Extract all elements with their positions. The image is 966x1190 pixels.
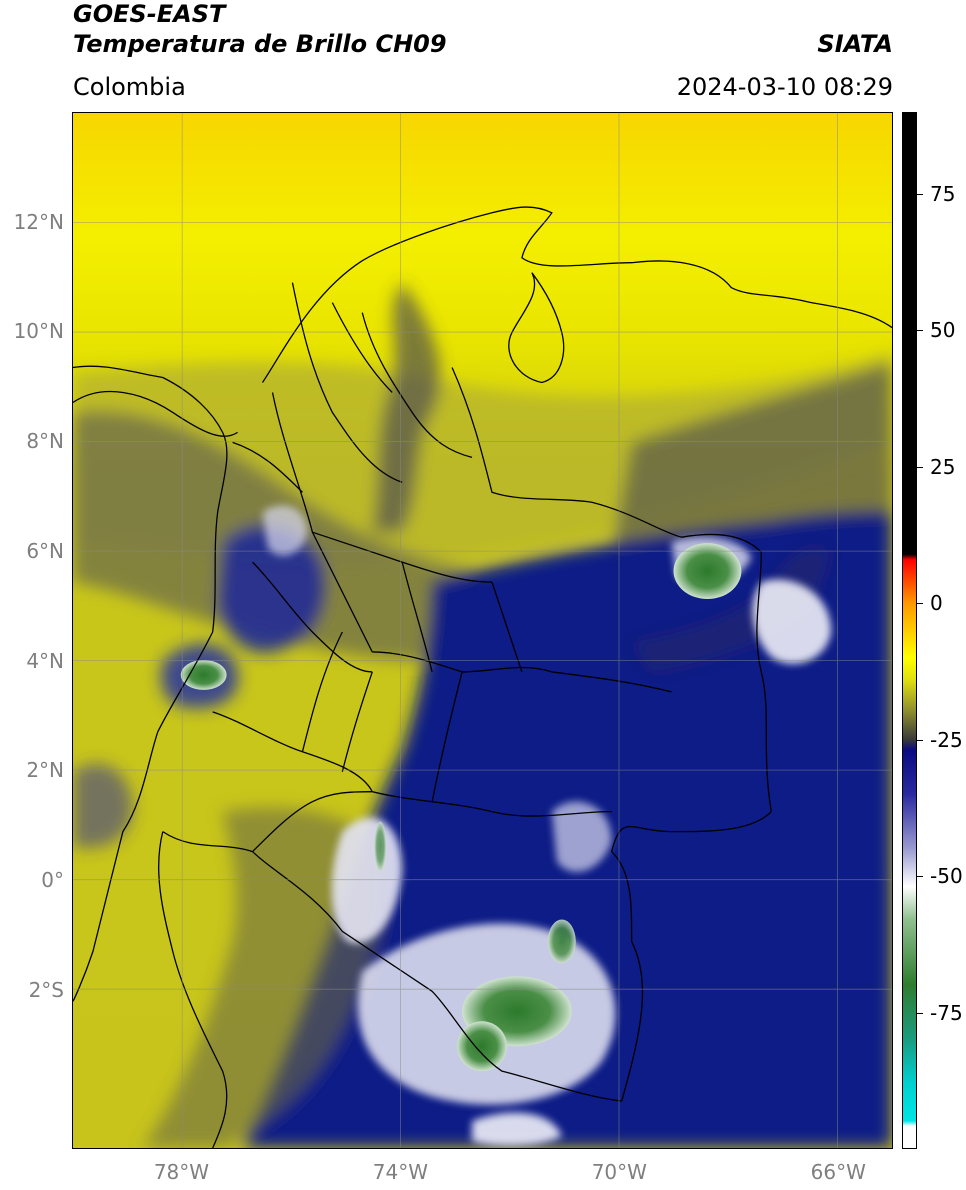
colorbar-tick-label: -50 [930, 864, 963, 889]
lat-tick-label: 2°N [26, 758, 64, 783]
colorbar-tick-mark [917, 330, 923, 332]
satellite-map[interactable] [72, 112, 893, 1149]
lat-tick-label: 8°N [26, 429, 64, 454]
lat-tick-label: 2°S [28, 977, 64, 1002]
colorbar-tick-mark [917, 193, 923, 195]
colorbar-tick-label: 75 [930, 181, 956, 206]
colorbar-tick-label: 0 [930, 591, 943, 616]
colorbar-tick-mark [917, 1012, 923, 1014]
coldest-cores [180, 543, 742, 1072]
agency-label: SIATA [817, 30, 893, 58]
lon-tick-label: 66°W [810, 1160, 866, 1184]
borders [73, 206, 892, 1148]
colorbar-tick-mark [917, 876, 923, 878]
lon-tick-label: 74°W [372, 1160, 429, 1184]
title-product: Temperatura de Brillo CH09 [73, 30, 447, 58]
lat-tick-label: 4°N [26, 648, 64, 673]
datetime-label: 2024-03-10 08:29 [676, 73, 893, 101]
grid-lines [73, 113, 892, 1148]
colorbar-tick-label: -25 [930, 727, 963, 752]
colorbar-tick-label: 50 [930, 318, 956, 343]
colorbar-tick-mark [917, 603, 923, 605]
title-satellite: GOES-EAST [73, 0, 226, 28]
colorbar-tick-mark [917, 466, 923, 468]
lon-tick-label: 78°W [153, 1160, 210, 1184]
lat-tick-label: 12°N [13, 209, 64, 234]
region-label: Colombia [73, 73, 186, 101]
lat-tick-label: 6°N [26, 538, 64, 563]
lat-tick-label: 10°N [13, 319, 64, 344]
colorbar-tick-label: 25 [930, 454, 956, 479]
lat-tick-label: 0° [41, 868, 64, 893]
lon-tick-label: 70°W [591, 1160, 647, 1184]
colorbar-tick-mark [917, 739, 923, 741]
colorbar-tick-label: -75 [930, 1000, 963, 1025]
colorbar [902, 112, 917, 1149]
